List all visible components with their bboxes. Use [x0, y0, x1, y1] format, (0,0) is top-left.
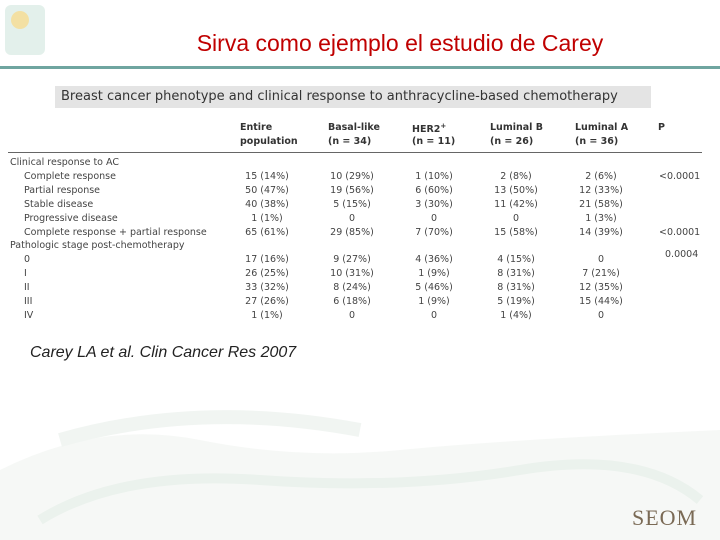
cell: 0 [430, 212, 438, 224]
superscript: + [440, 122, 447, 130]
row-label: II [24, 282, 30, 294]
citation: Carey LA et al. Clin Cancer Res 2007 [30, 344, 297, 361]
cell: 26 (25%) [245, 268, 289, 280]
column-subheader: (n = 34) [328, 136, 372, 147]
column-header: HER2+ [412, 122, 447, 136]
cell: 13 (50%) [494, 184, 538, 196]
cell: 8 (24%) [333, 282, 371, 294]
cell: 40 (38%) [245, 198, 289, 210]
cell: 1 (10%) [415, 170, 453, 182]
cell: 19 (56%) [330, 184, 374, 196]
column-subheader: (n = 36) [575, 136, 619, 147]
column-subheader: (n = 11) [412, 136, 456, 147]
cell: 1 (1%) [251, 309, 283, 321]
row-label: III [24, 296, 33, 307]
column-header: P [658, 122, 665, 133]
section-label: Pathologic stage post-chemotherapy [10, 240, 185, 252]
table-caption: Breast cancer phenotype and clinical res… [55, 86, 651, 108]
cell: 8 (31%) [497, 268, 535, 280]
cell: 0 [348, 309, 356, 321]
row-label: Partial response [24, 184, 101, 196]
p-value: <0.0001 [659, 226, 701, 238]
cell: 15 (44%) [579, 296, 623, 307]
logo: SEOM [632, 505, 698, 530]
cell: 5 (19%) [497, 296, 535, 307]
cell: 15 (14%) [245, 170, 289, 182]
cell: 21 (58%) [579, 198, 623, 210]
cell: 14 (39%) [579, 226, 623, 238]
cell: 2 (6%) [585, 170, 617, 182]
cell: 0 [430, 309, 438, 321]
cell: 15 (58%) [494, 226, 538, 238]
row-label: I [24, 268, 27, 280]
column-header: Entire [240, 122, 273, 133]
cell: 1 (9%) [418, 268, 450, 280]
cell: 0 [597, 309, 605, 321]
row-label: Progressive disease [24, 212, 118, 224]
cell: 4 (36%) [415, 254, 453, 266]
column-subheader: population [240, 136, 298, 147]
cell: 7 (21%) [582, 268, 620, 280]
slide-title: Sirva como ejemplo el estudio de Carey [196, 30, 604, 56]
cell: 0 [597, 254, 605, 266]
cell: 0 [512, 212, 520, 224]
row-label: 0 [24, 254, 31, 266]
cell: 8 (31%) [497, 282, 535, 294]
cell: 6 (60%) [415, 184, 453, 196]
section-label: Clinical response to AC [10, 157, 119, 168]
row-label: Stable disease [24, 198, 94, 210]
cell: 17 (16%) [245, 254, 289, 266]
cell: 1 (4%) [500, 309, 532, 321]
cell: 1 (9%) [418, 296, 450, 307]
cell: 11 (42%) [494, 198, 538, 210]
column-subheader: (n = 26) [490, 136, 534, 147]
cell: 3 (30%) [415, 198, 453, 210]
row-label: Complete response + partial response [24, 226, 207, 238]
title-rule [0, 66, 720, 69]
row-label: IV [24, 309, 34, 321]
p-value: <0.0001 [659, 170, 701, 182]
cell: 27 (26%) [245, 296, 289, 307]
column-header: Luminal B [490, 122, 543, 133]
cell: 0 [348, 212, 356, 224]
cell: 65 (61%) [245, 226, 289, 238]
cell: 10 (29%) [330, 170, 374, 182]
cell: 12 (33%) [579, 184, 623, 196]
cell: 29 (85%) [330, 226, 374, 238]
column-header: Basal-like [328, 122, 380, 133]
cell: 6 (18%) [333, 296, 371, 307]
cell: 7 (70%) [415, 226, 453, 238]
cell: 50 (47%) [245, 184, 289, 196]
cell: 9 (27%) [333, 254, 371, 266]
cell: 10 (31%) [330, 268, 374, 280]
cell: 12 (35%) [579, 282, 623, 294]
cell: 5 (46%) [415, 282, 453, 294]
cell: 5 (15%) [333, 198, 371, 210]
cell: 1 (3%) [585, 212, 617, 224]
cell: 4 (15%) [497, 254, 535, 266]
cell: 33 (32%) [245, 282, 289, 294]
cell: 2 (8%) [500, 170, 532, 182]
header-rule [8, 152, 702, 153]
p-value: 0.0004 [665, 249, 699, 261]
cell: 1 (1%) [251, 212, 283, 224]
row-label: Complete response [24, 170, 116, 182]
column-header: Luminal A [575, 122, 629, 133]
